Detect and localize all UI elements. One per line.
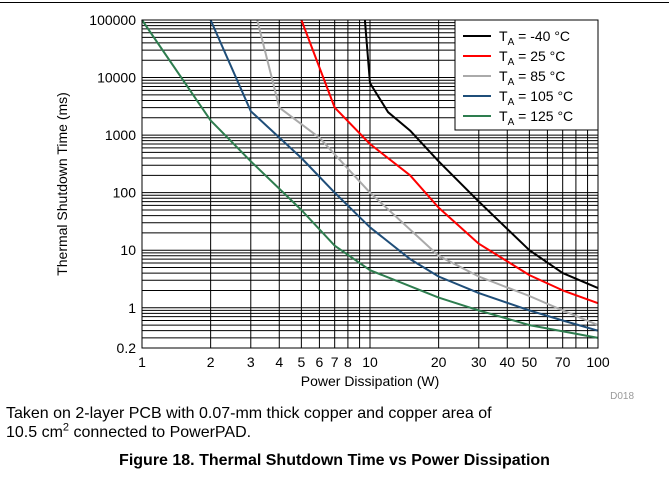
- y-tick-label: 0.2: [117, 340, 137, 356]
- note-line-2-suffix: connected to PowerPAD.: [69, 424, 252, 441]
- x-tick-label: 6: [316, 354, 324, 370]
- figure-id-label: D018: [610, 391, 634, 400]
- x-tick-label: 50: [522, 354, 538, 370]
- x-tick-label: 4: [275, 354, 283, 370]
- series-line: [300, 19, 599, 305]
- y-tick-label: 10: [120, 242, 136, 258]
- x-tick-label: 1: [138, 354, 146, 370]
- x-tick-label: 20: [431, 354, 447, 370]
- y-axis-label: Thermal Shutdown Time (ms): [54, 92, 70, 276]
- legend-label: TA = 25 °C: [499, 48, 565, 68]
- note-line-1: Taken on 2-layer PCB with 0.07-mm thick …: [6, 405, 492, 422]
- series-layer: [141, 19, 599, 339]
- x-tick-label: 100: [586, 354, 610, 370]
- y-tick-label: 100000: [89, 12, 136, 28]
- x-tick-label: 30: [471, 354, 487, 370]
- x-tick-label: 5: [297, 354, 305, 370]
- chart: 1 2 3 4 5 6 7 8 10 20 30 40 50 70 1000.211010010001000…: [54, 12, 634, 400]
- y-tick-label: 100: [113, 185, 137, 201]
- x-tick-label: 7: [331, 354, 339, 370]
- note-line-2-prefix: 10.5 cm: [6, 424, 63, 441]
- y-tick-label: 10000: [97, 70, 136, 86]
- series-line: [256, 19, 599, 327]
- x-axis-label: Power Dissipation (W): [301, 373, 439, 389]
- tick-labels: 1 2 3 4 5 6 7 8 10 20 30 40 50 70 1000.211010010001000…: [89, 12, 610, 370]
- x-tick-label: 2: [207, 354, 215, 370]
- x-tick-label: 70: [555, 354, 571, 370]
- figure-note: Taken on 2-layer PCB with 0.07-mm thick …: [6, 404, 666, 442]
- note-superscript: 2: [62, 421, 70, 434]
- x-tick-label: 3: [247, 354, 255, 370]
- legend-label: TA = -40 °C: [499, 28, 570, 48]
- y-tick-label: 1000: [105, 127, 136, 143]
- x-tick-label: 40: [499, 354, 515, 370]
- x-tick-label: 8: [344, 354, 352, 370]
- x-tick-label: 10: [362, 354, 378, 370]
- note-line-2: 10.5 cm2 connected to PowerPAD.: [6, 421, 666, 442]
- legend-label: TA = 105 °C: [499, 88, 573, 108]
- legend-label: TA = 85 °C: [499, 68, 565, 88]
- y-tick-label: 1: [128, 300, 136, 316]
- legend: TA = -40 °CTA = 25 °CTA = 85 °CTA = 105 …: [454, 19, 599, 131]
- legend-label: TA = 125 °C: [499, 108, 573, 128]
- top-rule: [0, 2, 669, 3]
- series-line: [363, 19, 599, 290]
- series-line: [209, 19, 599, 332]
- plot-frame: [141, 19, 599, 349]
- figure-caption: Figure 18. Thermal Shutdown Time vs Powe…: [119, 452, 550, 469]
- series-line: [141, 19, 599, 339]
